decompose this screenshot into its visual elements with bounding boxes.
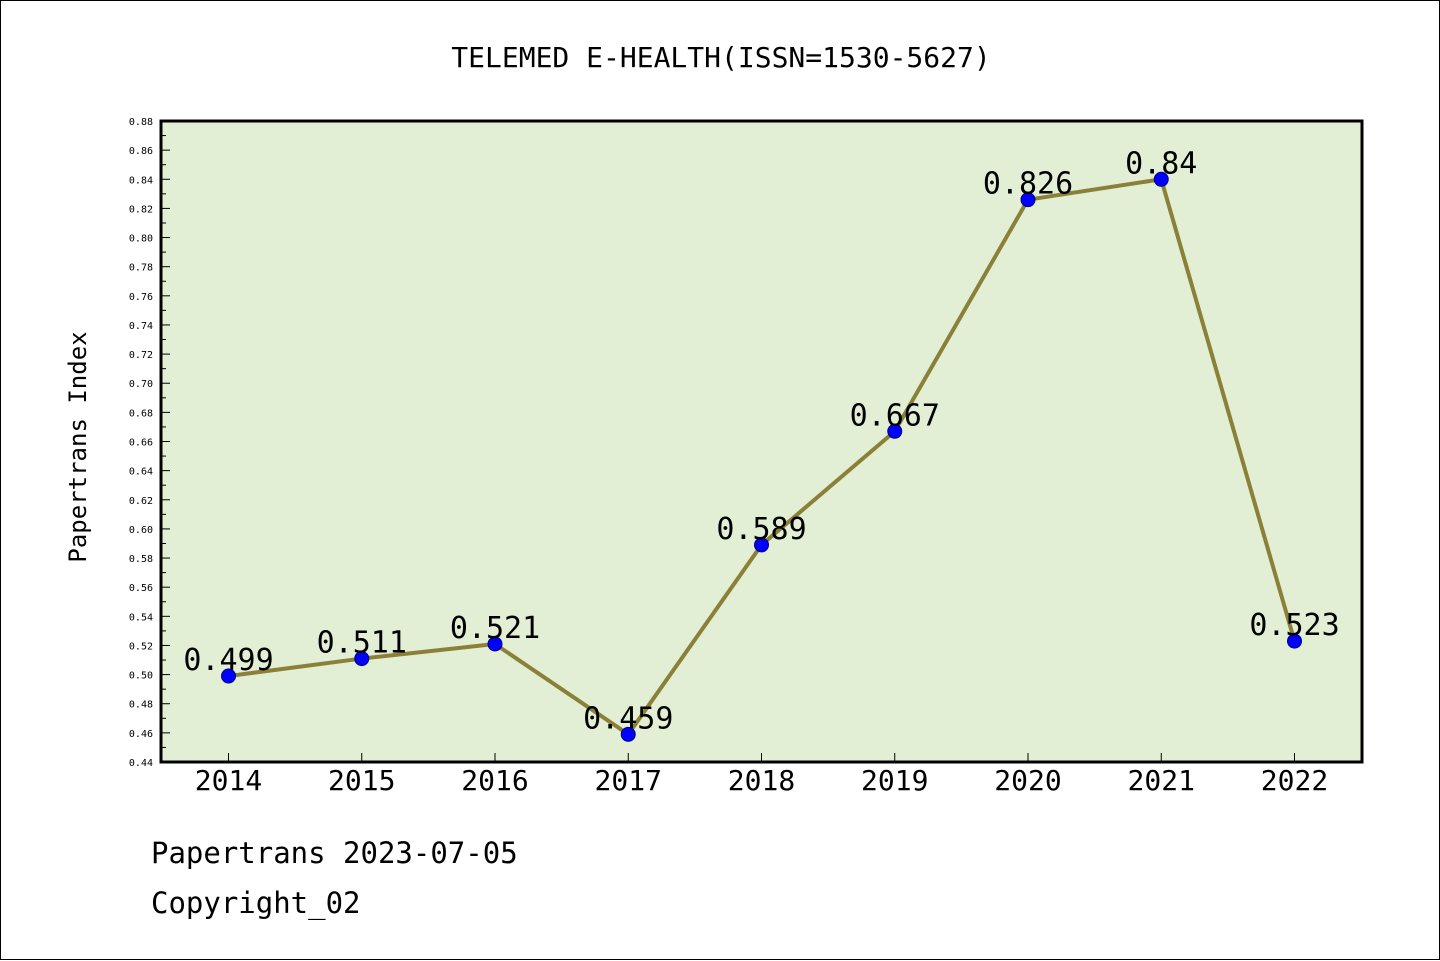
- x-tick-label: 2020: [994, 764, 1061, 797]
- data-label: 0.499: [183, 643, 273, 678]
- y-tick-label: 0.48: [129, 700, 153, 711]
- x-tick-label: 2021: [1128, 764, 1195, 797]
- y-tick-label: 0.74: [129, 321, 153, 332]
- y-tick-label: 0.78: [129, 263, 153, 274]
- data-point: [620, 726, 636, 742]
- data-label: 0.523: [1249, 608, 1339, 643]
- x-tick-label: 2022: [1261, 764, 1328, 797]
- x-tick-label: 2019: [861, 764, 928, 797]
- data-point: [1287, 633, 1302, 649]
- y-tick-label: 0.72: [129, 350, 153, 361]
- y-axis: 0.44 0.46 0.48 0.50 0.52 0.54 0.56 0.58 0.60 0.62…: [129, 117, 170, 769]
- x-tick-label: 2016: [461, 764, 528, 797]
- y-tick-label: 0.64: [129, 467, 153, 478]
- y-tick-label: 0.76: [129, 292, 153, 303]
- copyright-text: Copyright_02: [151, 886, 361, 920]
- data-labels: 0.499 0.511 0.521 0.459 0.589 0.667 0.826 0.84 0…: [183, 146, 1339, 736]
- y-tick-label: 0.62: [129, 496, 153, 507]
- y-tick-label: 0.58: [129, 554, 153, 565]
- data-point: [354, 651, 370, 667]
- y-tick-label: 0.66: [129, 438, 153, 449]
- y-tick-label: 0.88: [129, 117, 153, 128]
- source-date-text: Papertrans 2023-07-05: [151, 836, 518, 870]
- data-point: [221, 668, 236, 684]
- x-tick-label: 2017: [595, 764, 662, 797]
- y-tick-label: 0.84: [129, 175, 153, 186]
- data-label: 0.459: [583, 701, 673, 736]
- data-label: 0.826: [983, 167, 1073, 202]
- y-tick-label: 0.70: [129, 379, 153, 390]
- y-tick-label: 0.46: [129, 729, 153, 740]
- data-label: 0.84: [1125, 146, 1197, 181]
- y-tick-label: 0.82: [129, 204, 153, 215]
- y-tick-label: 0.60: [129, 525, 153, 536]
- y-tick-label: 0.50: [129, 671, 153, 682]
- data-label: 0.521: [450, 611, 540, 646]
- x-axis: 2014 2015 2016 2017 2018 2019 2020 2021 2022: [195, 753, 1328, 797]
- data-point: [887, 423, 903, 439]
- y-axis-label: Papertrans Index: [64, 331, 92, 562]
- y-tick-label: 0.54: [129, 612, 153, 623]
- chart-title: TELEMED E-HEALTH(ISSN=1530-5627): [451, 41, 990, 74]
- y-tick-label: 0.68: [129, 408, 153, 419]
- y-tick-label: 0.44: [129, 758, 153, 769]
- data-point: [1153, 171, 1169, 187]
- x-tick-label: 2015: [328, 764, 395, 797]
- plot-area: [159, 119, 1364, 764]
- y-tick-label: 0.86: [129, 146, 153, 157]
- x-tick-label: 2018: [728, 764, 795, 797]
- data-point: [487, 636, 503, 652]
- y-tick-label: 0.80: [129, 234, 153, 245]
- data-label: 0.511: [317, 626, 407, 661]
- x-tick-label: 2014: [195, 764, 262, 797]
- series-layer: [221, 171, 1302, 742]
- data-point: [1020, 192, 1036, 208]
- data-label: 0.667: [850, 398, 940, 433]
- data-label: 0.589: [716, 512, 806, 547]
- data-point: [754, 537, 769, 553]
- y-tick-label: 0.52: [129, 641, 153, 652]
- y-tick-label: 0.56: [129, 583, 153, 594]
